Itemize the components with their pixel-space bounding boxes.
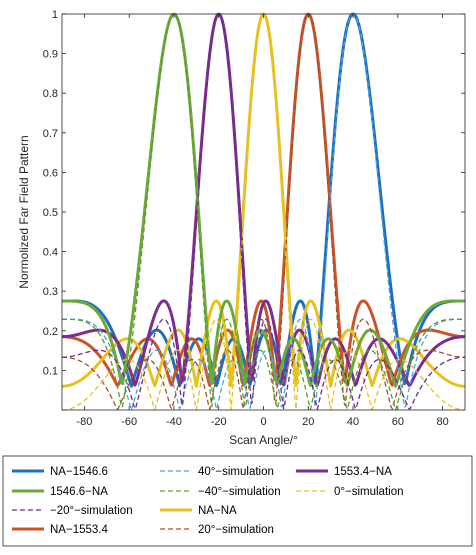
y-tick-label-9: 1 (52, 9, 58, 21)
y-tick-label-3: 0.4 (43, 247, 58, 259)
legend-label-1: NA−1553.4 (50, 524, 108, 536)
y-tick-label-7: 0.8 (43, 88, 58, 100)
series-line-4 (61, 12, 466, 388)
x-tick-label-0: -80 (76, 416, 92, 428)
y-tick-label-8: 0.9 (43, 49, 58, 61)
y-tick-label-5: 0.6 (43, 167, 58, 179)
legend-label-2: NA−NA (198, 505, 237, 517)
x-axis-label: Scan Angle/° (229, 433, 298, 447)
x-tick-label-8: 80 (436, 416, 448, 428)
y-tick-label-4: 0.5 (43, 207, 58, 219)
x-tick-label-6: 40 (347, 416, 359, 428)
series-line-5 (62, 13, 465, 411)
y-axis-label: Normolized Far Field Pattern (17, 135, 31, 288)
y-tick-label-0: 0.1 (43, 365, 58, 377)
legend-label-4: 1546.6−NA (50, 486, 108, 498)
y-tick-label-6: 0.7 (43, 128, 58, 140)
x-tick-label-2: -40 (166, 416, 182, 428)
series-line-6 (61, 13, 466, 410)
series-line-8 (61, 13, 466, 410)
x-tick-label-4: 0 (260, 416, 266, 428)
legend-box (2, 455, 473, 547)
legend: NA−1546.6 1546.6−NA −20°−simulation NA−1553… (2, 455, 473, 547)
x-tick-label-7: 60 (392, 416, 404, 428)
y-axis: 0.1 0.2 0.3 0.4 0.5 0.6 0.7 0.8 0.9 1 (43, 9, 465, 377)
legend-label-8: −20°−simulation (50, 505, 133, 517)
legend-label-9: −40°−simulation (198, 486, 281, 498)
legend-label-0: NA−1546.6 (50, 466, 108, 478)
y-tick-label-1: 0.2 (43, 326, 58, 338)
y-tick-label-2: 0.3 (43, 286, 58, 298)
x-tick-label-1: -60 (121, 416, 137, 428)
x-tick-label-5: 20 (302, 416, 314, 428)
legend-label-7: 0°−simulation (334, 486, 403, 498)
legend-label-3: 1553.4−NA (334, 466, 392, 478)
x-axis: -80 -60 -40 -20 0 20 40 60 80 (76, 14, 449, 428)
series-line-9 (62, 13, 465, 411)
legend-label-5: 40°−simulation (198, 466, 274, 478)
x-tick-label-3: -20 (211, 416, 227, 428)
legend-label-6: 20°−simulation (198, 524, 274, 536)
